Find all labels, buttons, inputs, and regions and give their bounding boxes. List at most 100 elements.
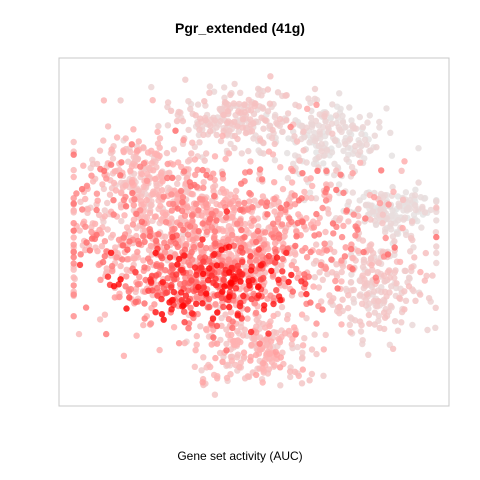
data-point (313, 101, 320, 109)
data-point (70, 248, 77, 255)
data-point (407, 248, 414, 255)
data-point (231, 80, 238, 88)
data-point (234, 328, 241, 335)
data-point (307, 248, 314, 256)
data-point (298, 278, 305, 285)
data-point (78, 185, 86, 193)
data-point (224, 108, 232, 115)
data-point (213, 322, 221, 330)
data-point (179, 117, 187, 125)
data-point (120, 196, 128, 204)
data-point (240, 353, 248, 361)
data-point (345, 292, 352, 299)
data-point (112, 187, 120, 194)
data-point (70, 274, 77, 281)
data-point (111, 294, 119, 301)
data-point (151, 175, 159, 183)
data-point (299, 170, 306, 177)
data-point (100, 97, 108, 104)
data-point (371, 132, 378, 139)
data-point (212, 354, 219, 362)
data-point (237, 89, 244, 97)
data-point (70, 200, 77, 207)
data-point (242, 129, 250, 137)
data-point (145, 287, 152, 294)
data-point (227, 140, 234, 148)
data-point (399, 196, 407, 203)
data-point (364, 269, 372, 277)
data-point (369, 208, 377, 215)
data-point (312, 117, 320, 125)
data-point (126, 238, 133, 245)
data-point (412, 206, 419, 214)
data-point (97, 276, 104, 283)
data-point (140, 201, 147, 208)
data-point (159, 279, 166, 286)
data-point (367, 216, 374, 223)
data-point (201, 98, 208, 105)
data-point (199, 379, 206, 386)
data-point (180, 226, 187, 234)
data-point (362, 215, 369, 222)
data-point (335, 124, 342, 131)
data-point (255, 223, 262, 230)
data-point (321, 113, 328, 120)
data-point (360, 256, 368, 263)
data-point (229, 213, 236, 221)
data-point (384, 251, 392, 258)
data-point (173, 117, 181, 125)
data-point (128, 179, 136, 186)
data-point (432, 304, 439, 311)
data-point (253, 371, 260, 379)
data-point (412, 186, 419, 193)
data-point (284, 149, 291, 157)
data-point (313, 149, 320, 156)
data-point (401, 158, 408, 165)
data-point (158, 262, 165, 269)
data-point (162, 267, 169, 274)
data-point (291, 324, 298, 331)
data-point (317, 261, 325, 269)
data-point (265, 366, 273, 373)
data-point (319, 204, 326, 212)
data-point (117, 276, 124, 283)
data-point (356, 113, 363, 121)
data-point (138, 218, 146, 225)
data-point (365, 351, 372, 358)
data-point (415, 179, 422, 186)
data-point (279, 349, 286, 356)
data-point (119, 242, 127, 249)
data-point (212, 281, 220, 289)
data-point (187, 183, 194, 190)
data-point (101, 253, 109, 260)
data-point (93, 231, 100, 239)
data-point (332, 112, 340, 119)
data-point (385, 201, 392, 208)
data-point (120, 148, 128, 156)
data-point (174, 180, 181, 187)
data-point (253, 329, 260, 336)
data-point (276, 115, 284, 123)
data-point (289, 335, 296, 343)
data-point (367, 241, 375, 248)
data-point (200, 179, 207, 186)
data-point (104, 199, 111, 207)
data-point (213, 131, 220, 139)
data-point (228, 357, 235, 364)
data-point (225, 256, 232, 263)
data-point (289, 288, 296, 295)
data-point (257, 262, 265, 269)
data-point (88, 172, 95, 179)
data-point (212, 301, 219, 308)
data-point (381, 298, 388, 305)
data-point (348, 163, 356, 171)
data-point (364, 119, 371, 126)
data-point (402, 267, 409, 275)
data-point (276, 364, 284, 371)
data-point (209, 315, 217, 322)
data-point (322, 265, 329, 272)
data-point (259, 365, 266, 372)
data-point (100, 137, 107, 144)
data-point (248, 127, 256, 135)
data-point (412, 297, 419, 304)
